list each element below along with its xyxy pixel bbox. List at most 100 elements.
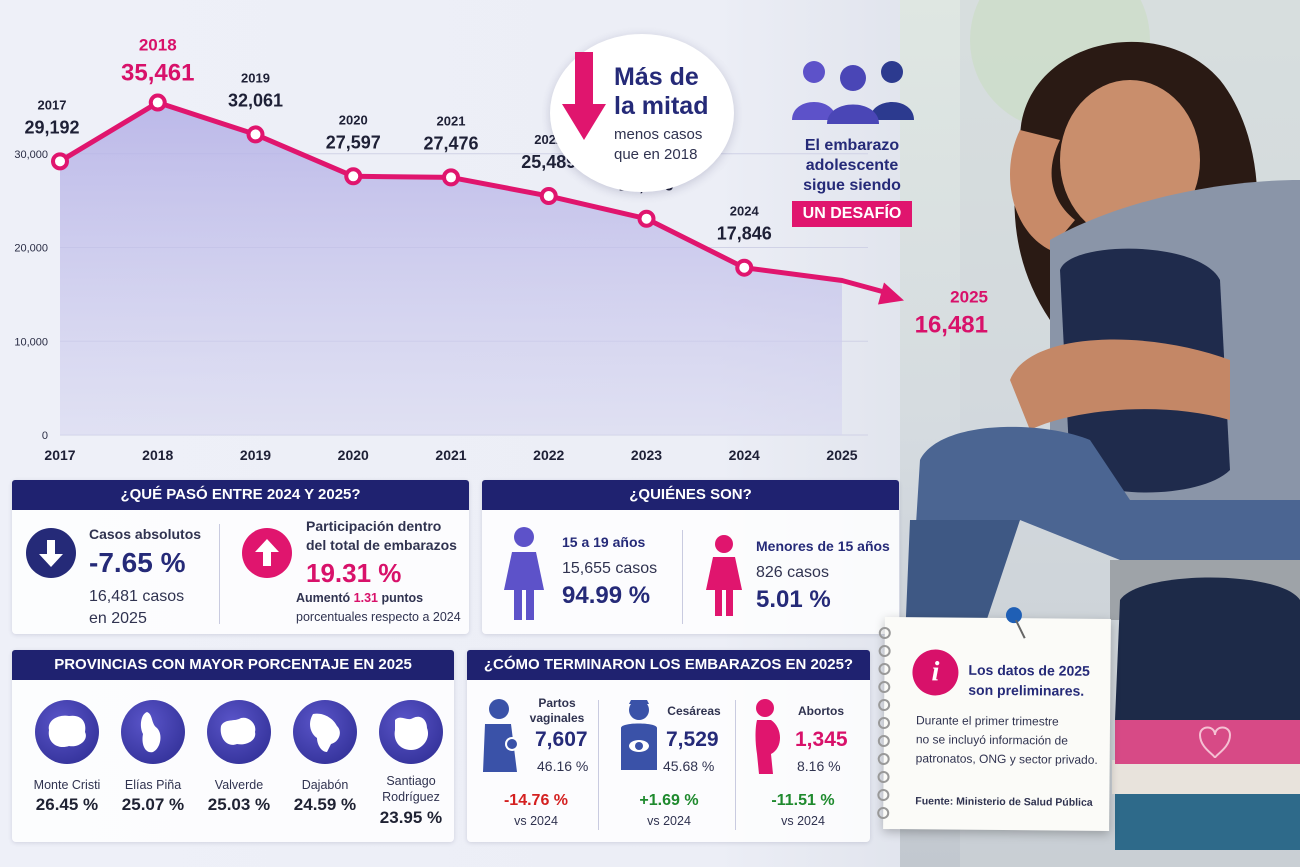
people-group-icon xyxy=(792,61,914,124)
province-name: Dajabón xyxy=(301,778,349,792)
changes-panel-title: ¿QUÉ PASÓ ENTRE 2024 Y 2025? xyxy=(12,480,469,510)
group1-pct: 94.99 % xyxy=(562,582,651,609)
data-point xyxy=(344,167,363,186)
young-girl-icon xyxy=(706,535,742,616)
challenge-line-2: adolescente xyxy=(805,157,899,174)
x-tick-label: 2020 xyxy=(338,447,369,463)
value-label: 27,597 xyxy=(326,132,381,152)
provinces-panel-title: PROVINCIAS CON MAYOR PORCENTAJE EN 2025 xyxy=(12,650,454,680)
value-label: 25,489 xyxy=(521,152,576,172)
value-label: 32,061 xyxy=(228,90,283,110)
province-name-line2: Rodríguez xyxy=(382,790,440,804)
outcome-1-vs: vs 2024 xyxy=(647,814,691,828)
group1-cases: 15,655 casos xyxy=(562,560,658,577)
value-label: 27,476 xyxy=(423,133,478,153)
down-arrow-icon xyxy=(562,52,606,140)
increase-arrow-icon xyxy=(242,528,292,578)
teen-photo-illustration xyxy=(900,0,1300,867)
half-callout-title-1: Más de xyxy=(614,63,699,91)
outcome-1-label1: Cesáreas xyxy=(667,704,721,718)
share-value: 19.31 % xyxy=(306,558,402,588)
note-card: i Los datos de 2025 son preliminares. Du… xyxy=(877,607,1111,831)
x-axis-tick-labels: 2017 2018 2019 2020 2021 2022 2023 2024 2025 xyxy=(44,447,857,463)
changes-panel: ¿QUÉ PASÓ ENTRE 2024 Y 2025? Casos absol… xyxy=(12,480,469,634)
half-callout-sub-2: que en 2018 xyxy=(614,146,698,163)
chart-area-fill xyxy=(60,102,842,435)
outcome-0-value: 7,607 xyxy=(535,728,588,751)
x-tick-label: 2025 xyxy=(826,447,857,463)
value-label-year: 2019 xyxy=(241,70,270,85)
value-label-year: 2025 xyxy=(950,287,988,306)
outcome-0-change: -14.76 % xyxy=(503,792,569,809)
province-pct: 26.45 % xyxy=(35,795,99,814)
outcome-2-vs: vs 2024 xyxy=(781,814,825,828)
share-label-1: Participación dentro xyxy=(306,518,442,534)
chart-points xyxy=(51,93,754,277)
data-point xyxy=(637,209,656,228)
teen-girl-icon xyxy=(504,527,544,620)
data-point xyxy=(442,168,460,187)
province-pct: 24.59 % xyxy=(293,795,357,814)
nurse-baby-icon xyxy=(621,700,657,770)
province-name: Valverde xyxy=(214,778,264,792)
challenge-line-1: El embarazo xyxy=(804,137,900,154)
value-label-year: 2017 xyxy=(38,97,67,112)
info-icon: i xyxy=(912,649,959,696)
share-note-post: puntos xyxy=(377,591,424,605)
chart-trend-line xyxy=(58,100,887,295)
province-name: Monte Cristi xyxy=(33,778,101,792)
value-label: 16,481 xyxy=(915,311,988,338)
province-map-icon xyxy=(379,700,443,764)
outcome-0-vs: vs 2024 xyxy=(514,814,558,828)
value-label-year: 2021 xyxy=(437,113,466,128)
province-map-icon xyxy=(207,700,271,764)
note-source: Fuente: Ministerio de Salud Pública xyxy=(915,795,1093,809)
x-tick-label: 2021 xyxy=(435,447,466,463)
outcomes-divider-1 xyxy=(598,700,599,830)
x-tick-label: 2022 xyxy=(533,447,564,463)
data-point xyxy=(539,187,558,206)
province-pct: 23.95 % xyxy=(379,808,443,827)
provinces-panel: PROVINCIAS CON MAYOR PORCENTAJE EN 2025 … xyxy=(12,650,454,842)
note-body-3: patronatos, ONG y sector privado. xyxy=(915,751,1098,767)
outcome-0-pct: 46.16 % xyxy=(537,758,589,774)
chart-value-labels: 2017 29,192 2018 35,461 2019 32,061 2020 27,597… xyxy=(24,36,988,339)
abs-cases-value: -7.65 % xyxy=(89,547,186,578)
value-label: 17,846 xyxy=(717,224,772,244)
province-map-icon xyxy=(121,700,185,764)
outcome-1-pct: 45.68 % xyxy=(663,758,715,774)
x-tick-label: 2018 xyxy=(142,447,173,463)
outcomes-panel: ¿CÓMO TERMINARON LOS EMBARAZOS EN 2025? … xyxy=(467,650,870,842)
outcome-1-change: +1.69 % xyxy=(639,792,699,809)
x-tick-label: 2023 xyxy=(631,447,662,463)
y-tick-label: 20,000 xyxy=(14,243,48,255)
outcome-2-change: -11.51 % xyxy=(771,792,835,809)
outcome-0-label1: Partos xyxy=(538,696,576,710)
mother-baby-icon xyxy=(483,699,519,772)
province-pct: 25.07 % xyxy=(121,795,185,814)
data-point xyxy=(246,125,265,144)
who-panel: ¿QUIÉNES SON? 15 a 19 años 15,655 casos … xyxy=(482,480,899,634)
note-body-2: no se incluyó información de xyxy=(915,732,1069,748)
data-point xyxy=(148,93,167,112)
push-pin-icon xyxy=(1005,607,1026,639)
value-label: 29,192 xyxy=(24,117,79,137)
data-point xyxy=(735,258,754,277)
group2-pct: 5.01 % xyxy=(756,586,831,613)
share-label-2: del total de embarazos xyxy=(306,537,457,553)
group2-cases: 826 casos xyxy=(756,564,829,581)
province-pct: 25.03 % xyxy=(207,795,271,814)
outcome-0-label2: vaginales xyxy=(529,711,585,725)
x-tick-label: 2017 xyxy=(44,447,75,463)
half-callout-sub-1: menos casos xyxy=(614,126,703,143)
challenge-badge: UN DESAFÍO xyxy=(792,201,912,227)
value-label: 35,461 xyxy=(121,60,194,87)
share-note-value: 1.31 xyxy=(353,591,378,605)
spiral-binding xyxy=(877,627,891,820)
province-name: Elías Piña xyxy=(124,778,182,792)
note-title-1: Los datos de 2025 xyxy=(968,661,1090,679)
share-note-pre: Aumentó xyxy=(296,591,354,605)
value-label-year: 2018 xyxy=(139,36,177,55)
x-tick-label: 2024 xyxy=(729,447,760,463)
outcome-2-pct: 8.16 % xyxy=(797,758,841,774)
